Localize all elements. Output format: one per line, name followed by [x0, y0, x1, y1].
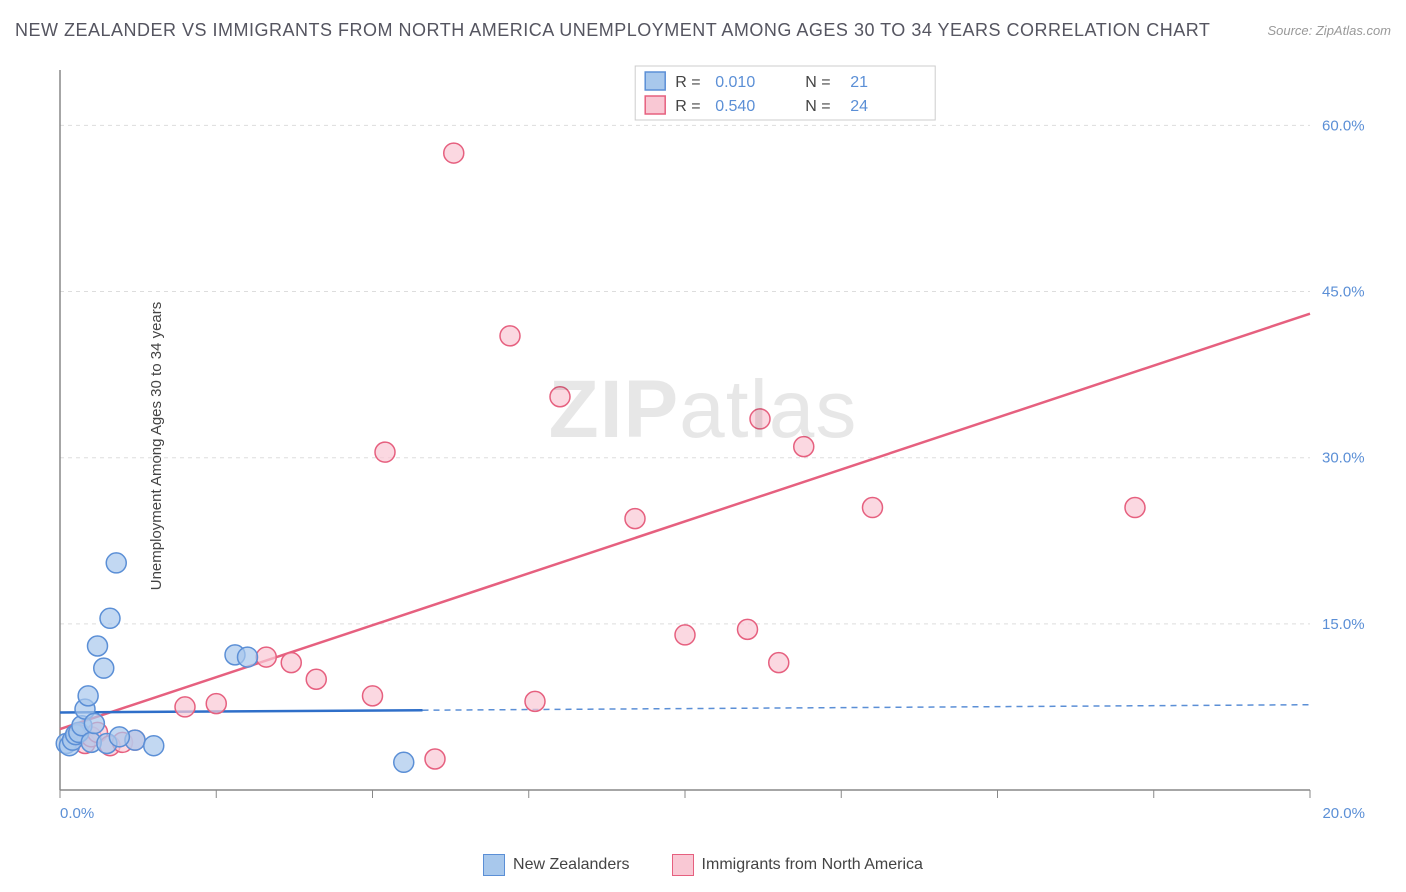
legend-r-value-blue: 0.010 — [715, 74, 755, 91]
data-point-blue — [100, 608, 120, 628]
data-point-pink — [738, 619, 758, 639]
data-point-blue — [238, 647, 258, 667]
data-point-pink — [550, 387, 570, 407]
data-point-blue — [84, 714, 104, 734]
data-point-blue — [109, 727, 129, 747]
data-point-blue — [94, 658, 114, 678]
legend-label: Immigrants from North America — [702, 856, 923, 874]
legend-n-value-blue: 21 — [850, 74, 868, 91]
source-attribution: Source: ZipAtlas.com — [1267, 23, 1391, 38]
y-tick-label: 15.0% — [1322, 616, 1365, 633]
legend-r-label: R = — [675, 74, 700, 91]
x-tick-label: 20.0% — [1322, 805, 1365, 822]
data-point-pink — [425, 749, 445, 769]
data-point-pink — [500, 326, 520, 346]
legend-r-label: R = — [675, 98, 700, 115]
chart-title: NEW ZEALANDER VS IMMIGRANTS FROM NORTH A… — [15, 20, 1210, 41]
y-tick-label: 30.0% — [1322, 450, 1365, 467]
data-point-pink — [1125, 498, 1145, 518]
data-point-pink — [375, 442, 395, 462]
legend-r-value-pink: 0.540 — [715, 98, 755, 115]
data-point-blue — [394, 752, 414, 772]
data-point-pink — [525, 691, 545, 711]
data-point-blue — [106, 553, 126, 573]
title-bar: NEW ZEALANDER VS IMMIGRANTS FROM NORTH A… — [15, 20, 1391, 41]
data-point-pink — [769, 653, 789, 673]
data-point-pink — [281, 653, 301, 673]
data-point-blue — [78, 686, 98, 706]
legend-swatch-pink-icon — [645, 96, 665, 114]
plot-area: 15.0% 30.0% 45.0% 60.0% 0.0% 20.0% R = 0.010 N =… — [50, 60, 1380, 830]
legend-swatch-blue-icon — [645, 72, 665, 90]
legend-n-value-pink: 24 — [850, 98, 868, 115]
data-point-pink — [206, 694, 226, 714]
data-point-pink — [863, 498, 883, 518]
legend-n-label: N = — [805, 98, 830, 115]
data-point-pink — [675, 625, 695, 645]
y-tick-label: 60.0% — [1322, 117, 1365, 134]
data-point-pink — [625, 509, 645, 529]
x-tick-label: 0.0% — [60, 805, 94, 822]
data-point-pink — [794, 437, 814, 457]
data-point-pink — [175, 697, 195, 717]
bottom-legend: New Zealanders Immigrants from North Ame… — [0, 854, 1406, 876]
legend-item-new-zealanders: New Zealanders — [483, 854, 630, 876]
data-point-pink — [750, 409, 770, 429]
trend-line-blue-dashed — [423, 705, 1311, 711]
y-tick-label: 45.0% — [1322, 284, 1365, 301]
legend-swatch-pink — [672, 854, 694, 876]
data-point-pink — [363, 686, 383, 706]
data-point-blue — [144, 736, 164, 756]
data-point-pink — [306, 669, 326, 689]
legend-label: New Zealanders — [513, 856, 630, 874]
data-point-blue — [88, 636, 108, 656]
legend-item-immigrants: Immigrants from North America — [672, 854, 923, 876]
scatter-chart: 15.0% 30.0% 45.0% 60.0% 0.0% 20.0% R = 0.010 N =… — [50, 60, 1380, 830]
data-point-pink — [444, 143, 464, 163]
legend-swatch-blue — [483, 854, 505, 876]
data-point-pink — [256, 647, 276, 667]
legend-n-label: N = — [805, 74, 830, 91]
